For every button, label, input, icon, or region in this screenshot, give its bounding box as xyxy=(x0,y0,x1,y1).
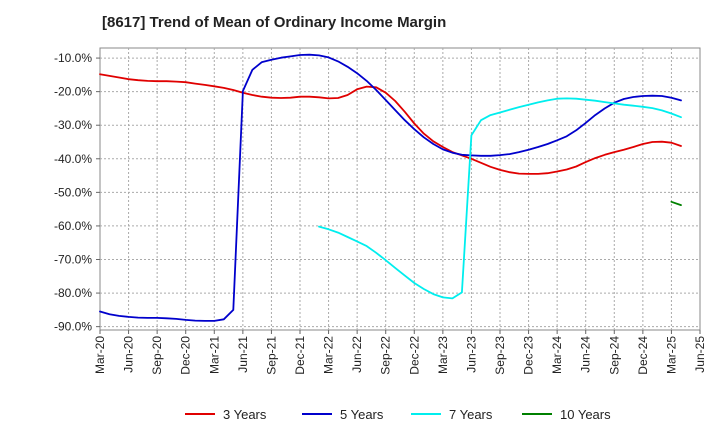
y-tick-label: -50.0% xyxy=(54,185,92,199)
y-tick-label: -30.0% xyxy=(54,118,92,132)
y-tick-label: -10.0% xyxy=(54,51,92,65)
x-tick-label: Dec-21 xyxy=(293,336,307,375)
grid-lines xyxy=(100,48,700,330)
x-tick-label: Sep-22 xyxy=(379,336,393,375)
series-line-3-years xyxy=(99,73,682,175)
x-tick-label: Sep-20 xyxy=(150,336,164,375)
x-tick-label: Dec-20 xyxy=(179,336,193,375)
x-tick-label: Mar-25 xyxy=(664,336,678,374)
x-tick-label: Sep-21 xyxy=(264,336,278,375)
x-tick-label: Dec-24 xyxy=(636,336,650,375)
series-line-10-years xyxy=(670,200,682,206)
x-tick-label: Sep-24 xyxy=(607,336,621,375)
x-tick-label: Jun-23 xyxy=(464,336,478,373)
x-tick-label: Mar-22 xyxy=(322,336,336,374)
y-axis: -10.0% -20.0% -30.0% -40.0% -50.0% -60.0% -70.… xyxy=(54,51,100,334)
x-tick-label: Jun-22 xyxy=(350,336,364,373)
legend: 3 Years 5 Years 7 Years 10 Years xyxy=(185,407,611,422)
x-tick-label: Mar-20 xyxy=(93,336,107,374)
series-line-7-years xyxy=(318,97,682,300)
x-axis: Mar-20 Jun-20 Sep-20 Dec-20 Mar-21 Jun-21 Sep-… xyxy=(93,330,707,375)
series-line-5-years xyxy=(99,53,682,322)
x-tick-label: Dec-22 xyxy=(407,336,421,375)
x-tick-label: Mar-21 xyxy=(207,336,221,374)
y-tick-label: -40.0% xyxy=(54,152,92,166)
x-tick-label: Jun-20 xyxy=(122,336,136,373)
x-tick-label: Mar-23 xyxy=(436,336,450,374)
y-tick-label: -20.0% xyxy=(54,85,92,99)
legend-label-3-years: 3 Years xyxy=(223,407,267,422)
plot-area xyxy=(99,47,701,331)
legend-label-5-years: 5 Years xyxy=(340,407,384,422)
legend-label-10-years: 10 Years xyxy=(560,407,611,422)
series-lines xyxy=(99,53,682,322)
x-tick-label: Sep-23 xyxy=(493,336,507,375)
legend-label-7-years: 7 Years xyxy=(449,407,493,422)
x-tick-label: Jun-25 xyxy=(693,336,707,373)
y-tick-label: -60.0% xyxy=(54,219,92,233)
x-tick-label: Dec-23 xyxy=(522,336,536,375)
x-tick-label: Jun-24 xyxy=(579,336,593,373)
y-tick-label: -70.0% xyxy=(54,253,92,267)
x-tick-label: Jun-21 xyxy=(236,336,250,373)
y-tick-label: -80.0% xyxy=(54,286,92,300)
chart-title: [8617] Trend of Mean of Ordinary Income … xyxy=(102,14,447,31)
y-tick-label: -90.0% xyxy=(54,320,92,334)
x-tick-label: Mar-24 xyxy=(550,336,564,374)
